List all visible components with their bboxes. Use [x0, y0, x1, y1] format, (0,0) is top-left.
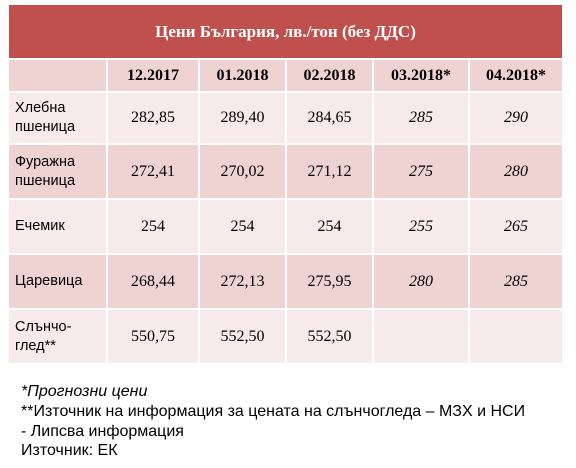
footnote-source: Източник: ЕК: [21, 442, 118, 460]
row-label: Слънчо-глед**: [7, 308, 108, 365]
price-cell: 550,75: [106, 308, 200, 365]
forecast-cell: 280: [467, 143, 565, 200]
column-header: 01.2018: [198, 58, 287, 93]
price-cell: 275,95: [285, 253, 374, 310]
price-cell: 289,40: [198, 91, 287, 145]
price-cell: 254: [106, 198, 200, 255]
column-header: 12.2017: [106, 58, 200, 93]
table-title: Цени България, лв./тон (без ДДС): [6, 3, 565, 60]
price-cell: 268,44: [106, 253, 200, 310]
forecast-cell: 255: [372, 198, 470, 255]
price-cell: 254: [285, 198, 374, 255]
forecast-cell: [467, 308, 565, 365]
row-label: Фуражна пшеница: [7, 143, 108, 200]
forecast-cell: 265: [467, 198, 565, 255]
table-row: Царевица 268,44 272,13 275,95 280 285: [7, 253, 565, 310]
forecast-cell: 285: [372, 91, 470, 145]
price-cell: 552,50: [285, 308, 374, 365]
header-empty-cell: [7, 58, 108, 93]
header-row: 12.2017 01.2018 02.2018 03.2018* 04.2018…: [7, 58, 565, 93]
price-cell: 272,13: [198, 253, 287, 310]
footnote-forecast: *Прогнозни цени: [21, 383, 148, 400]
price-cell: 271,12: [285, 143, 374, 200]
price-table: Цени България, лв./тон (без ДДС) 12.2017…: [6, 3, 565, 365]
row-label: Царевица: [7, 253, 108, 310]
column-header: 02.2018: [285, 58, 374, 93]
price-cell: 254: [198, 198, 287, 255]
row-label: Хлебна пшеница: [7, 91, 108, 145]
footnote-sunflower-source: **Източник на информация за цената на сл…: [21, 402, 526, 420]
column-header: 04.2018*: [467, 58, 565, 93]
table-row: Ечемик 254 254 254 255 265: [7, 198, 565, 255]
price-cell: 270,02: [198, 143, 287, 200]
price-cell: 282,85: [106, 91, 200, 145]
column-header: 03.2018*: [372, 58, 470, 93]
price-cell: 272,41: [106, 143, 200, 200]
forecast-cell: 280: [372, 253, 470, 310]
forecast-cell: 285: [467, 253, 565, 310]
price-cell: 552,50: [198, 308, 287, 365]
footnote-missing: - Липсва информация: [21, 422, 184, 440]
forecast-cell: 290: [467, 91, 565, 145]
table-row: Фуражна пшеница 272,41 270,02 271,12 275 …: [7, 143, 565, 200]
forecast-cell: [372, 308, 470, 365]
row-label: Ечемик: [7, 198, 108, 255]
footnotes: *Прогнозни цени **Източник на информация…: [21, 382, 525, 461]
forecast-cell: 275: [372, 143, 470, 200]
table-row: Хлебна пшеница 282,85 289,40 284,65 285 2…: [7, 91, 565, 145]
price-cell: 284,65: [285, 91, 374, 145]
table-row: Слънчо-глед** 550,75 552,50 552,50: [7, 308, 565, 365]
